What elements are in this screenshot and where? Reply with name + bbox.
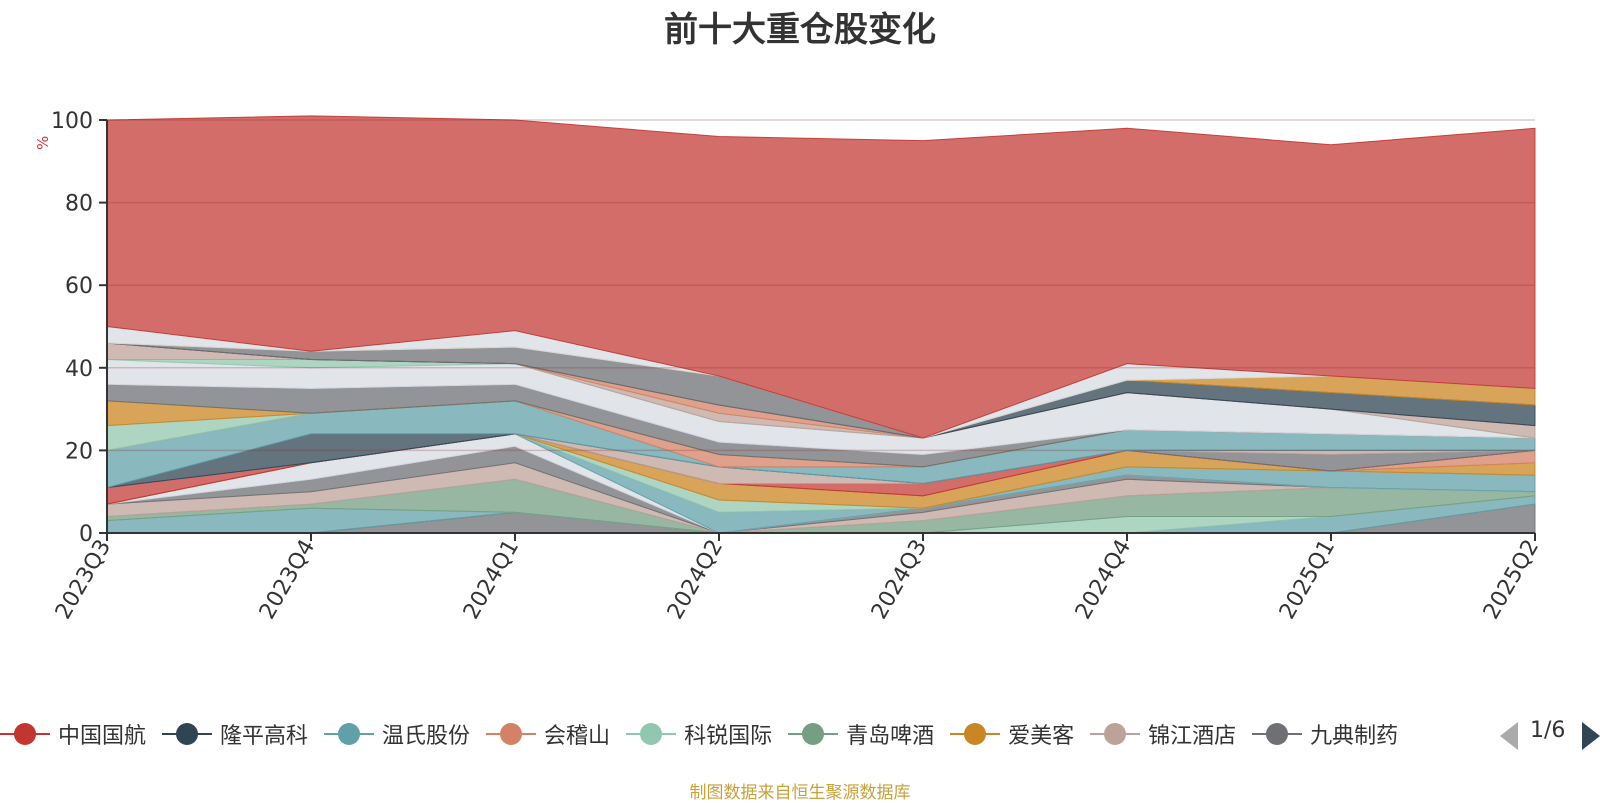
legend-item[interactable]: 青岛啤酒	[788, 716, 934, 752]
legend-marker-icon	[788, 722, 839, 746]
chart-title: 前十大重仓股变化	[664, 10, 936, 50]
area-series-29[interactable]	[106, 115, 1536, 439]
legend-item[interactable]: 爱美客	[950, 716, 1074, 752]
legend-label: 爱美客	[1008, 724, 1075, 749]
x-tick-label: 2023Q3	[51, 536, 116, 624]
legend: 中国国航 隆平高科 温氏股份 会稽山 科锐国际 青岛啤酒 爱美客 锦江酒店 九典制药 1/6	[0, 716, 1600, 752]
legend-prev-arrow-icon[interactable]	[1500, 722, 1518, 750]
legend-item[interactable]: 隆平高科	[162, 716, 308, 752]
legend-item[interactable]: 九典制药	[1252, 716, 1398, 752]
legend-item[interactable]: 中国国航	[0, 716, 146, 752]
chart-plot-area: 0 20 40 60 80 100 2023Q3 2023Q4 2024Q1 2024Q2 2024…	[51, 109, 1544, 624]
legend-marker-icon	[626, 722, 677, 746]
legend-marker-icon	[324, 722, 375, 746]
y-tick-label: 60	[65, 274, 93, 299]
legend-pager: 1/6	[1500, 716, 1600, 752]
legend-marker-icon	[950, 722, 1001, 746]
legend-page-indicator: 1/6	[1530, 718, 1566, 743]
x-tick-label: 2025Q1	[1275, 536, 1340, 624]
legend-label: 科锐国际	[684, 724, 773, 749]
x-tick-label: 2024Q3	[867, 536, 932, 624]
y-tick-label: 20	[65, 439, 93, 464]
area-layer	[106, 115, 1536, 534]
x-tick-label: 2024Q1	[459, 536, 524, 624]
legend-label: 会稽山	[544, 724, 611, 749]
legend-label: 中国国航	[58, 724, 147, 749]
legend-label: 锦江酒店	[1148, 724, 1237, 749]
x-tick-label: 2025Q2	[1479, 536, 1544, 624]
x-tick-label: 2024Q2	[663, 536, 728, 624]
data-source-note: 制图数据来自恒生聚源数据库	[689, 783, 911, 803]
legend-next-arrow-icon[interactable]	[1582, 722, 1600, 750]
x-tick-label: 2023Q4	[255, 536, 320, 624]
legend-item[interactable]: 科锐国际	[626, 716, 772, 752]
legend-marker-icon	[1090, 722, 1141, 746]
legend-label: 青岛啤酒	[846, 724, 935, 749]
y-tick-label: 0	[79, 522, 93, 547]
legend-items: 中国国航 隆平高科 温氏股份 会稽山 科锐国际 青岛啤酒 爱美客 锦江酒店 九典制药	[0, 716, 1480, 752]
legend-marker-icon	[162, 722, 213, 746]
legend-label: 温氏股份	[382, 724, 471, 749]
y-tick-label: 40	[65, 357, 93, 382]
legend-item[interactable]: 锦江酒店	[1090, 716, 1236, 752]
y-tick-label: 100	[51, 109, 93, 134]
legend-marker-icon	[0, 722, 50, 746]
legend-item[interactable]: 会稽山	[486, 716, 610, 752]
legend-item[interactable]: 温氏股份	[324, 716, 470, 752]
legend-label: 九典制药	[1310, 724, 1399, 749]
legend-label: 隆平高科	[220, 724, 309, 749]
y-tick-label: 80	[65, 192, 93, 217]
legend-marker-icon	[1252, 722, 1303, 746]
x-tick-label: 2024Q4	[1071, 536, 1136, 624]
legend-marker-icon	[486, 722, 537, 746]
